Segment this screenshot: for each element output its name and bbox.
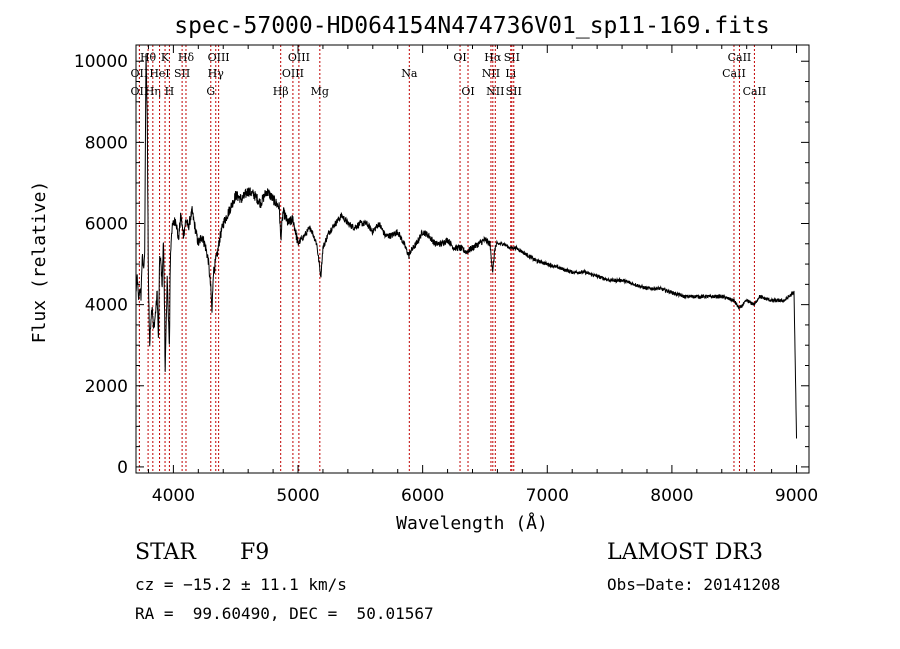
y-tick-label: 4000 xyxy=(85,296,128,316)
plot-frame xyxy=(135,44,810,474)
coordinates-text: RA = 99.60490, DEC = 50.01567 xyxy=(135,604,434,623)
marker-label: CaII xyxy=(728,51,752,64)
x-axis-label: Wavelength (Å) xyxy=(396,512,548,534)
marker-label: SII xyxy=(174,67,190,80)
marker-label: CaII xyxy=(722,67,746,80)
line-markers: OII OII Hθ Hη HeI K H SII Hδ G Hγ OIII Hβ OIII OIII Mg N… xyxy=(131,45,767,473)
marker-label: SII xyxy=(506,85,522,98)
marker-label: Hα xyxy=(484,51,502,64)
marker-label: OII xyxy=(131,85,149,98)
marker-label: Li xyxy=(505,67,516,80)
x-tick-label: 7000 xyxy=(526,486,569,506)
x-tick-label: 6000 xyxy=(401,486,444,506)
y-axis-label: Flux (relative) xyxy=(29,181,50,344)
marker-label: OI xyxy=(453,51,466,64)
object-class: STAR xyxy=(135,540,196,565)
redshift-text: cz = −15.2 ± 11.1 km/s xyxy=(135,575,347,594)
marker-label: Hθ xyxy=(140,51,157,64)
marker-label: OIII xyxy=(282,67,304,80)
marker-label: OIII xyxy=(208,51,230,64)
marker-label: Hγ xyxy=(208,67,225,80)
series-layer xyxy=(135,53,797,439)
marker-label: K xyxy=(161,51,170,64)
marker-label: CaII xyxy=(743,85,767,98)
obs-date-text: Obs−Date: 20141208 xyxy=(607,575,781,594)
marker-label: OIII xyxy=(288,51,310,64)
marker-label: HeI xyxy=(149,67,169,80)
survey-label: LAMOST DR3 xyxy=(607,540,763,565)
chart-title: spec-57000-HD064154N474736V01_sp11-169.f… xyxy=(174,13,769,39)
y-tick-label: 2000 xyxy=(85,377,128,397)
x-tick-label: 9000 xyxy=(775,486,818,506)
marker-label: Hβ xyxy=(273,85,289,98)
marker-label: Na xyxy=(401,67,418,80)
x-tick-label: 5000 xyxy=(276,486,319,506)
x-tick-label: 8000 xyxy=(650,486,693,506)
marker-label: OII xyxy=(131,67,149,80)
object-subclass: F9 xyxy=(240,540,270,565)
marker-label: Mg xyxy=(311,85,329,98)
y-tick-label: 10000 xyxy=(74,52,128,72)
spectrum-chart: spec-57000-HD064154N474736V01_sp11-169.f… xyxy=(29,13,818,534)
axis-ticks: 4000 5000 6000 7000 8000 9000 0 2000 4000 6000 800… xyxy=(74,45,818,506)
y-tick-label: 8000 xyxy=(85,133,128,153)
marker-label: Hδ xyxy=(178,51,195,64)
marker-label: SII xyxy=(504,51,520,64)
y-tick-label: 0 xyxy=(117,458,128,478)
marker-label: G xyxy=(206,85,215,98)
x-tick-label: 4000 xyxy=(152,486,195,506)
marker-label: H xyxy=(165,85,175,98)
marker-label: NII xyxy=(482,67,500,80)
marker-label: OI xyxy=(461,85,474,98)
series-flux-line xyxy=(135,53,797,439)
marker-label: NII xyxy=(486,85,504,98)
marker-label: Hη xyxy=(145,85,161,98)
y-tick-label: 6000 xyxy=(85,215,128,235)
